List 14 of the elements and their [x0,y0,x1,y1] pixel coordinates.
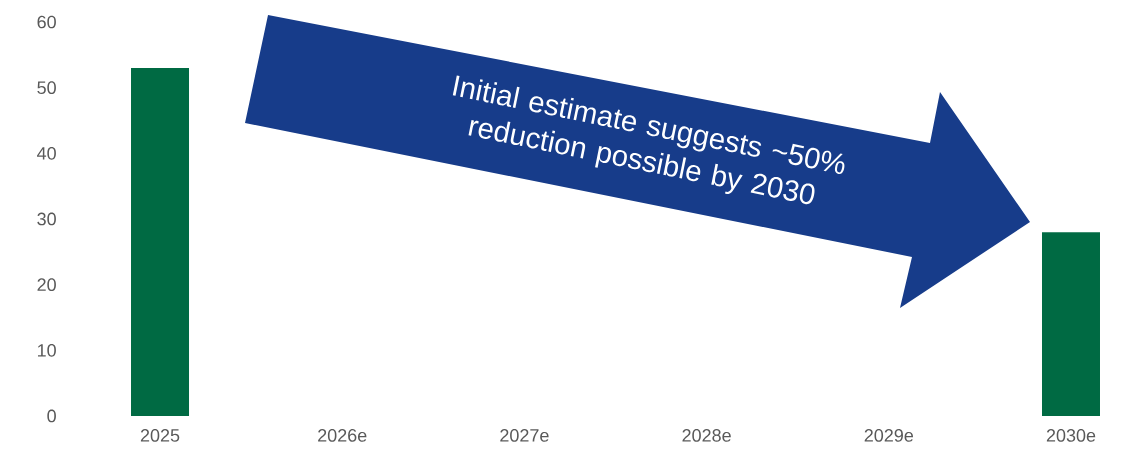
x-tick-label: 2028e [682,429,731,442]
x-tick-label: 2029e [864,429,914,442]
y-tick-label: 0 [47,409,56,423]
y-tick-label: 10 [38,343,56,357]
y-tick-label: 40 [37,146,56,160]
y-tick-label: 60 [37,15,56,29]
annotation: Initial estimate suggests ~50% reduction possible by 2030 [452,75,845,205]
y-tick-label: 50 [37,81,56,95]
x-tick-label: 2025 [140,429,180,442]
y-tick-label: 30 [37,212,56,226]
x-tick-label: 2026e [318,429,367,442]
x-tick-label: 2030e [1046,429,1096,442]
x-tick-label: 2027e [500,429,549,442]
y-tick-label: 20 [37,278,56,292]
